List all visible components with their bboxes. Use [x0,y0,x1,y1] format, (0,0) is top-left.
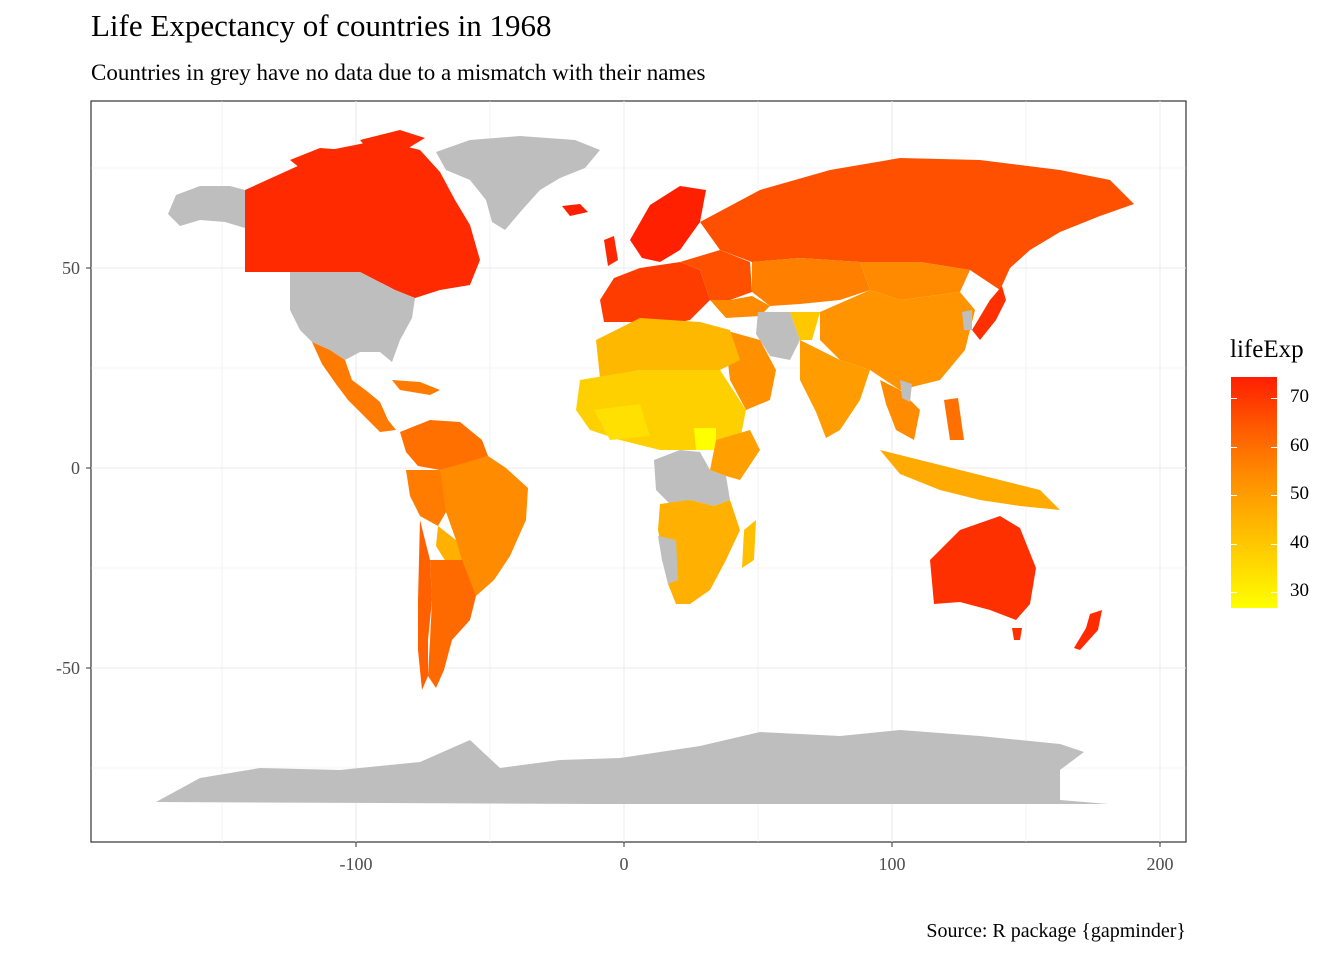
country-turkey [710,296,770,318]
source-caption: Source: R package {gapminder} [926,920,1186,942]
x-tick-label: 100 [879,854,906,874]
country-caribbean [392,380,440,395]
country-iran-grey [756,312,800,360]
legend-colorbar [1231,377,1277,608]
legend-tick-mark [1231,592,1237,593]
country-north-africa [596,318,740,378]
country-brazil [436,456,528,596]
country-new-zealand [1074,610,1102,650]
y-tick-label: 50 [62,258,80,278]
country-indonesia [880,450,1060,510]
country-mexico [312,342,396,432]
country-alaska [168,186,245,228]
country-vietnam-grey [900,380,912,402]
y-axis: 50 0 -50 [56,258,91,678]
legend-tick-mark [1271,398,1277,399]
country-peru [406,470,446,526]
country-afghanistan [790,312,820,340]
country-central-africa-grey [654,450,730,506]
legend-tick-mark [1231,398,1237,399]
country-canada [245,140,480,298]
chart-subtitle: Countries in grey have no data due to a … [91,60,706,85]
country-greenland [436,136,600,230]
legend-tick-mark [1231,495,1237,496]
country-antarctica [156,730,1108,804]
country-china [820,290,975,390]
legend-tick-mark [1271,544,1277,545]
y-tick-label: -50 [56,658,80,678]
legend-tick-label: 60 [1290,435,1309,456]
country-scandinavia [630,186,706,262]
country-argentina [428,560,476,688]
country-india [800,340,870,438]
country-russia [700,158,1134,290]
country-kazakhstan [752,258,870,306]
country-east-africa [710,430,760,480]
legend-tick-mark [1231,447,1237,448]
x-axis: -100 0 100 200 [340,842,1174,874]
x-tick-label: 0 [620,854,629,874]
y-tick-label: 0 [71,458,80,478]
country-eastern-europe [680,250,752,300]
country-western-europe [600,262,710,326]
legend-tick-mark [1271,495,1277,496]
country-mongolia [860,262,970,300]
countries [156,130,1134,804]
country-australia [930,516,1036,620]
country-korea [962,310,972,330]
x-tick-label: -100 [340,854,373,874]
country-colombia-venezuela [400,420,488,470]
legend-tick-mark [1271,592,1277,593]
legend-tick-label: 70 [1290,386,1309,407]
country-arabia [724,330,776,410]
country-philippines [944,398,964,440]
country-namibia-grey [658,536,678,584]
country-usa [290,272,415,362]
legend-tick-mark [1271,447,1277,448]
country-west-africa-low [594,404,650,440]
x-tick-label: 200 [1147,854,1174,874]
legend-tick-mark [1231,544,1237,545]
country-tasmania [1012,628,1022,640]
country-uk [604,236,618,266]
country-japan [972,286,1006,340]
legend-tick-label: 40 [1290,532,1309,553]
country-canada-islands [290,130,425,172]
country-chile [418,520,432,690]
legend-title: lifeExp [1230,336,1304,363]
country-madagascar [742,520,756,568]
chart-title: Life Expectancy of countries in 1968 [91,8,552,43]
country-iceland [562,204,588,216]
country-southern-africa [658,500,740,604]
country-south-sudan [694,428,716,450]
country-southeast-asia [880,380,920,440]
legend-tick-label: 30 [1290,580,1309,601]
legend-tick-label: 50 [1290,483,1309,504]
country-bolivia [436,526,462,562]
